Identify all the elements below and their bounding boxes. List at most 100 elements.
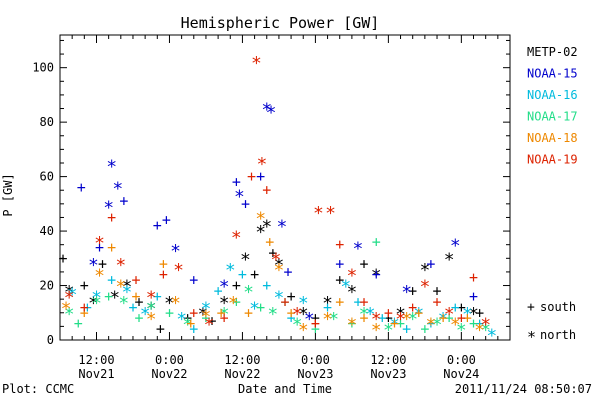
data-point: + xyxy=(426,255,435,273)
data-point: * xyxy=(346,282,357,303)
data-point: * xyxy=(371,320,382,341)
data-point: + xyxy=(131,287,140,305)
symbol-key-marker: * xyxy=(527,328,536,346)
data-point: + xyxy=(83,298,92,316)
chart-title: Hemispheric Power [GW] xyxy=(181,14,380,32)
x-tick-label-date: Nov21 xyxy=(78,367,114,381)
data-point: + xyxy=(104,287,113,305)
data-point: + xyxy=(372,266,381,284)
data-point: + xyxy=(256,168,265,186)
data-point: * xyxy=(419,260,430,281)
data-point: * xyxy=(298,304,309,325)
data-point: * xyxy=(383,320,394,341)
data-point: * xyxy=(261,100,272,121)
data-point: * xyxy=(88,293,99,314)
data-point: * xyxy=(173,260,184,281)
data-point: * xyxy=(106,157,117,178)
data-point: * xyxy=(67,285,78,306)
data-point: * xyxy=(231,228,242,249)
data-point: + xyxy=(244,304,253,322)
data-point: + xyxy=(323,298,332,316)
data-point: + xyxy=(156,320,165,338)
data-point: * xyxy=(115,277,126,298)
data-point: * xyxy=(197,304,208,325)
data-point: + xyxy=(433,293,442,311)
data-point: * xyxy=(401,282,412,303)
data-point: * xyxy=(313,203,324,224)
data-point: * xyxy=(115,255,126,276)
data-point: * xyxy=(322,293,333,314)
data-point: + xyxy=(287,309,296,327)
data-point: + xyxy=(186,315,195,333)
data-point: + xyxy=(402,320,411,338)
data-point: * xyxy=(444,249,455,270)
data-point: * xyxy=(94,233,105,254)
y-tick-label: 40 xyxy=(40,224,54,238)
data-point: * xyxy=(462,304,473,325)
data-point: + xyxy=(265,233,274,251)
data-point: + xyxy=(311,315,320,333)
data-point: + xyxy=(80,304,89,322)
data-point: * xyxy=(112,179,123,200)
data-point: * xyxy=(346,315,357,336)
data-point: * xyxy=(225,260,236,281)
data-point: + xyxy=(250,266,259,284)
data-point: * xyxy=(164,293,175,314)
y-axis-label: P [GW] xyxy=(1,173,15,216)
data-point: * xyxy=(325,203,336,224)
data-point: * xyxy=(426,315,437,336)
data-point: * xyxy=(182,315,193,336)
legend-entry: NOAA-16 xyxy=(527,88,578,102)
data-point: * xyxy=(121,277,132,298)
data-point: * xyxy=(292,315,303,336)
data-point: + xyxy=(475,315,484,333)
y-tick-label: 100 xyxy=(32,61,54,75)
data-point: + xyxy=(135,309,144,327)
legend-entry: NOAA-19 xyxy=(527,153,578,167)
data-point: + xyxy=(217,304,226,322)
data-point: + xyxy=(335,255,344,273)
data-point: + xyxy=(396,315,405,333)
data-point: * xyxy=(395,309,406,330)
data-point: * xyxy=(219,304,230,325)
data-point: * xyxy=(103,198,114,219)
data-point: * xyxy=(249,298,260,319)
data-point: + xyxy=(247,168,256,186)
y-tick-label: 20 xyxy=(40,279,54,293)
data-point: * xyxy=(277,217,288,238)
footer-left: Plot: CCMC xyxy=(2,382,74,396)
data-point: + xyxy=(287,304,296,322)
data-point: * xyxy=(359,304,370,325)
data-point: * xyxy=(88,255,99,276)
data-point: * xyxy=(146,287,157,308)
x-tick-label-date: Nov23 xyxy=(297,367,333,381)
data-point: * xyxy=(395,304,406,325)
data-point: * xyxy=(94,266,105,287)
x-tick-label-time: 12:00 xyxy=(224,353,260,367)
data-point: + xyxy=(469,287,478,305)
data-point: * xyxy=(474,320,485,341)
data-point: + xyxy=(311,309,320,327)
y-tick-label: 80 xyxy=(40,115,54,129)
x-tick-label-time: 0:00 xyxy=(447,353,476,367)
data-point: * xyxy=(328,309,339,330)
symbol-key: + south * north xyxy=(527,300,576,346)
data-point: * xyxy=(255,222,266,243)
data-point: * xyxy=(419,277,430,298)
data-point: + xyxy=(220,309,229,327)
data-points: +* +*+**+ *+*+ * +*+*+**+*+* +*+*+*+ *+*+*+ *++… xyxy=(59,53,498,346)
data-point: + xyxy=(439,309,448,327)
data-point: * xyxy=(64,282,75,303)
legend-entry: NOAA-17 xyxy=(527,110,578,124)
data-point: + xyxy=(107,208,116,226)
x-tick-label-time: 0:00 xyxy=(301,353,330,367)
data-point: * xyxy=(401,309,412,330)
data-point: + xyxy=(119,192,128,210)
data-point: + xyxy=(208,312,217,330)
data-point: + xyxy=(347,315,356,333)
data-point: + xyxy=(153,287,162,305)
data-point: * xyxy=(413,304,424,325)
data-point: * xyxy=(438,309,449,330)
data-point: * xyxy=(450,315,461,336)
